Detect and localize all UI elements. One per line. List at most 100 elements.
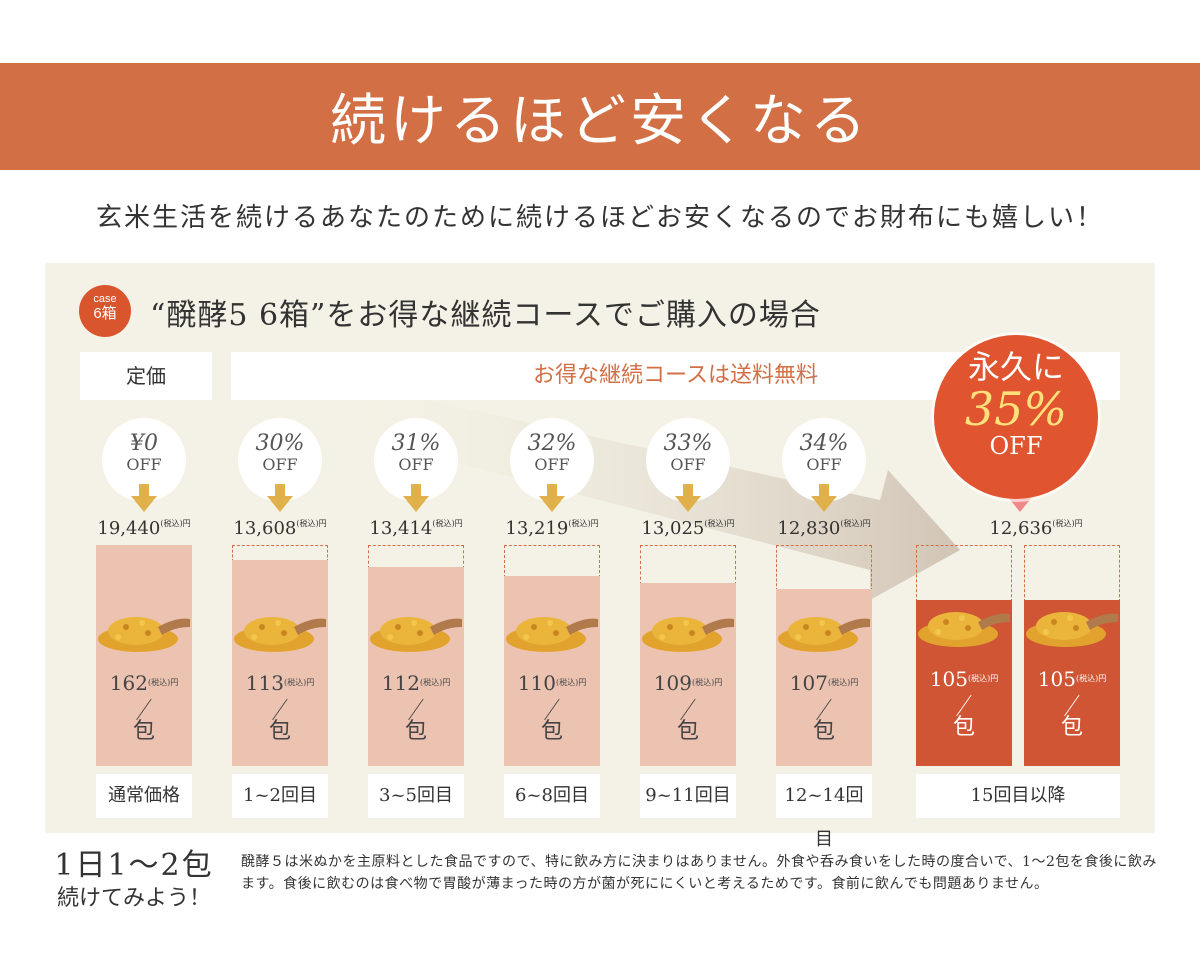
stage-label-final: 15回目以降: [916, 774, 1120, 818]
stage-label: 通常価格: [96, 774, 192, 818]
discount-percent: 34%: [799, 431, 849, 456]
banner-title: 続けるほど安くなる: [330, 89, 870, 154]
discount-off: OFF: [806, 455, 842, 474]
stage-label: 6~8回目: [504, 774, 600, 818]
discount-percent: 31%: [391, 431, 441, 456]
pack-unit-label: 包: [540, 719, 563, 744]
price-bar: [504, 576, 600, 766]
tax-yen-label: (税込)円: [147, 678, 179, 687]
discount-off: OFF: [262, 455, 298, 474]
pack-unit-label: 包: [404, 719, 427, 744]
price-value: 19,440: [97, 518, 161, 539]
dosage-sub: 続けてみよう！: [56, 886, 211, 911]
price-drop-outline: [1024, 545, 1120, 602]
tax-yen-label: (税込)円: [691, 678, 723, 687]
per-pack-price: 110(税込)円／包: [504, 672, 600, 744]
discount-off: OFF: [534, 455, 570, 474]
price-total: 13,414(税込)円: [351, 518, 481, 539]
discount-percent: 32%: [527, 431, 577, 456]
rice-bran-image: [368, 605, 464, 653]
final-discount-off: OFF: [989, 432, 1043, 460]
regular-price-label: 定価: [80, 352, 212, 400]
subtitle: 玄米生活を続けるあなたのために続けるほどお安くなるのでお財布にも嬉しい！: [95, 203, 1104, 233]
rice-bran-image: [916, 600, 1012, 648]
tax-yen-label: (税込)円: [160, 519, 191, 528]
pack-unit-label: 包: [132, 719, 155, 744]
price-bar: [640, 583, 736, 766]
per-pack-value: 105(税込)円: [929, 667, 999, 691]
arrow-down-icon: [131, 484, 157, 512]
per-pack-value: 162(税込)円: [109, 671, 179, 695]
price-total: 12,636(税込)円: [971, 518, 1101, 539]
discount-off: OFF: [126, 455, 162, 474]
per-pack-value: 107(税込)円: [789, 671, 859, 695]
per-pack-value: 109(税込)円: [653, 671, 723, 695]
rice-bran-image: [96, 605, 192, 653]
arrow-down-icon: [675, 484, 701, 512]
stage-label: 3~5回目: [368, 774, 464, 818]
per-pack-price: 105(税込)円／包: [916, 668, 1012, 740]
price-value: 12,830: [777, 518, 841, 539]
rice-bran-image: [776, 605, 872, 653]
arrow-down-icon: [403, 484, 429, 512]
discount-percent: 30%: [255, 431, 305, 456]
rice-bran-image: [1024, 600, 1120, 648]
case-badge-number: 6箱: [93, 305, 117, 322]
per-pack-price: 107(税込)円／包: [776, 672, 872, 744]
pack-unit-label: 包: [812, 719, 835, 744]
price-total: 12,830(税込)円: [759, 518, 889, 539]
tax-yen-label: (税込)円: [1052, 519, 1083, 528]
tax-yen-label: (税込)円: [419, 678, 451, 687]
price-value: 13,025: [641, 518, 705, 539]
price-value: 12,636: [989, 518, 1053, 539]
tax-yen-label: (税込)円: [704, 519, 735, 528]
stage-label: 1~2回目: [232, 774, 328, 818]
price-value: 13,608: [233, 518, 297, 539]
arrow-down-icon: [267, 484, 293, 512]
per-pack-value: 113(税込)円: [245, 671, 315, 695]
discount-off: OFF: [398, 455, 434, 474]
case-badge: case 6箱: [79, 285, 131, 337]
tax-yen-label: (税込)円: [555, 678, 587, 687]
stage-label: 12~14回目: [776, 774, 872, 850]
price-value: 13,219: [505, 518, 569, 539]
price-total: 13,608(税込)円: [215, 518, 345, 539]
pack-unit-label: 包: [952, 715, 975, 740]
price-drop-outline: [368, 545, 464, 569]
tax-yen-label: (税込)円: [967, 674, 999, 683]
discount-off: OFF: [670, 455, 706, 474]
tax-yen-label: (税込)円: [840, 519, 871, 528]
price-bar: [96, 545, 192, 766]
discount-circle: 34% OFF: [782, 418, 866, 502]
tax-yen-label: (税込)円: [283, 678, 315, 687]
discount-percent: ¥0: [130, 431, 158, 456]
per-pack-price: 162(税込)円／包: [96, 672, 192, 744]
header-banner: 続けるほど安くなる: [0, 63, 1200, 170]
final-discount-badge: 永久に 35% OFF: [934, 335, 1098, 499]
per-pack-value: 110(税込)円: [517, 671, 587, 695]
stage-label: 9~11回目: [640, 774, 736, 818]
tax-yen-label: (税込)円: [568, 519, 599, 528]
price-bar: [232, 560, 328, 766]
per-pack-value: 112(税込)円: [381, 671, 451, 695]
dosage-amount: 1日1〜2包: [54, 848, 214, 883]
price-total: 13,219(税込)円: [487, 518, 617, 539]
per-pack-price: 112(税込)円／包: [368, 672, 464, 744]
final-discount-line1: 永久に: [967, 348, 1064, 386]
tax-yen-label: (税込)円: [1075, 674, 1107, 683]
tax-yen-label: (税込)円: [296, 519, 327, 528]
per-pack-price: 113(税込)円／包: [232, 672, 328, 744]
price-value: 13,414: [369, 518, 433, 539]
price-total: 19,440(税込)円: [79, 518, 209, 539]
final-discount-percent: 35%: [964, 382, 1068, 436]
price-total: 13,025(税込)円: [623, 518, 753, 539]
per-pack-price: 109(税込)円／包: [640, 672, 736, 744]
arrow-down-icon: [539, 484, 565, 512]
rice-bran-image: [640, 605, 736, 653]
arrow-down-icon: [811, 484, 837, 512]
discount-circle: ¥0 OFF: [102, 418, 186, 502]
price-drop-outline: [776, 545, 872, 591]
price-drop-outline: [640, 545, 736, 585]
dosage-headline: 1日1〜2包 続けてみよう！: [44, 848, 224, 914]
